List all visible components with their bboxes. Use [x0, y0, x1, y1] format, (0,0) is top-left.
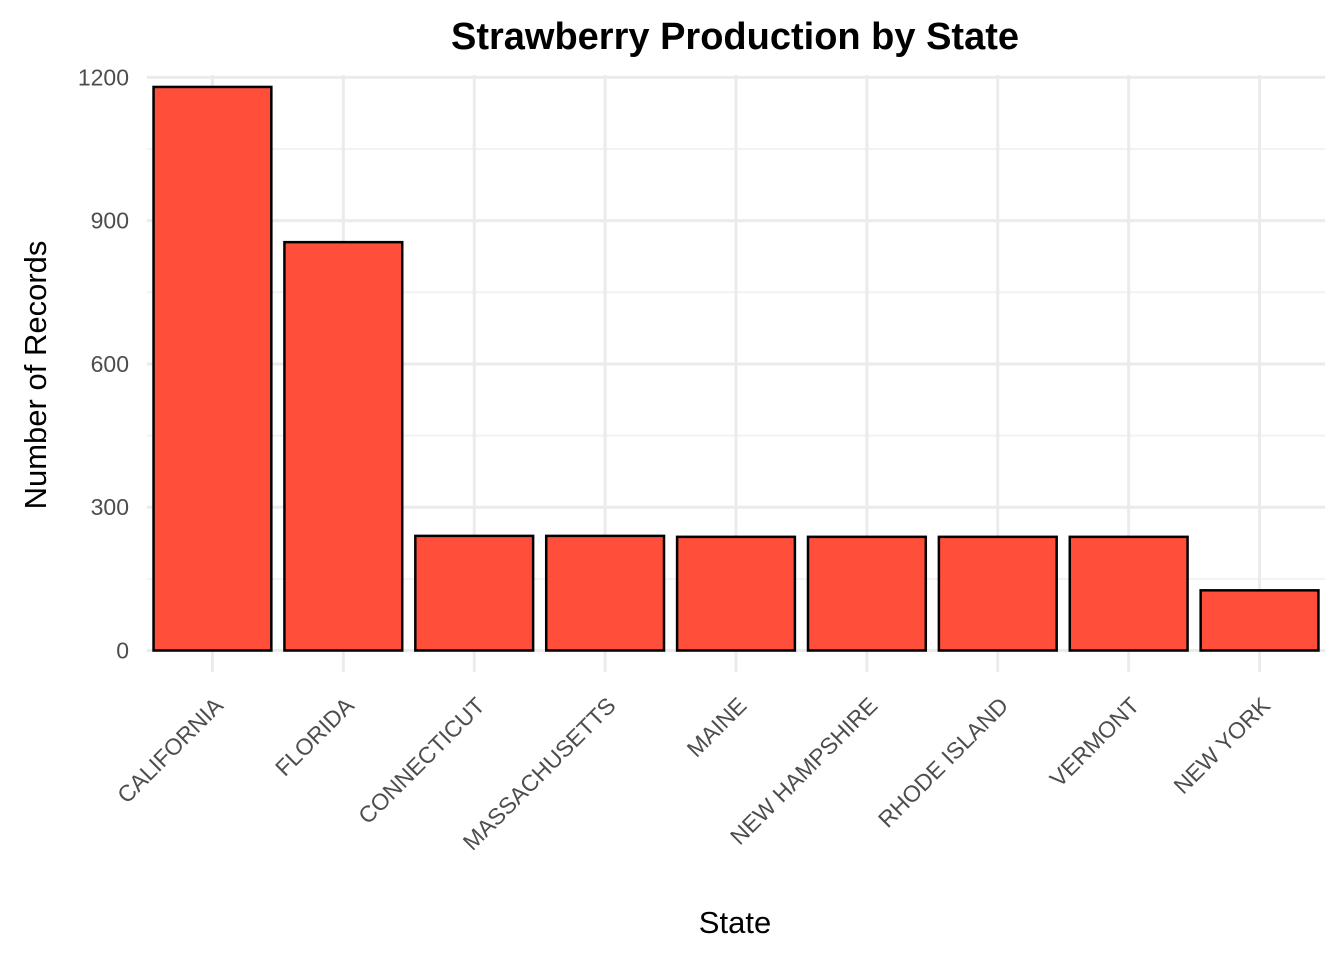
y-axis-title: Number of Records — [18, 241, 53, 510]
y-tick-labels: 0 300 600 900 1200 — [78, 64, 129, 663]
x-tick-label: NEW HAMPSHIRE — [725, 692, 883, 850]
y-tick-label: 1200 — [78, 64, 129, 90]
y-tick-label: 300 — [91, 494, 129, 520]
bar-connecticut — [414, 534, 535, 652]
x-tick-label: RHODE ISLAND — [873, 692, 1013, 832]
y-tick-label: 0 — [116, 638, 129, 664]
bar-new-hampshire — [806, 535, 928, 652]
y-tick-label: 900 — [91, 208, 129, 234]
x-tick-label: MAINE — [682, 692, 752, 762]
bar-massachusetts — [544, 534, 666, 652]
x-tick-labels: CALIFORNIA FLORIDACONNECTICUTMASSACHUSETT… — [112, 692, 1276, 855]
x-tick-label: FLORIDA — [270, 692, 359, 781]
x-axis-title: State — [699, 905, 771, 940]
bar-vermont — [1068, 535, 1189, 652]
bars — [152, 85, 1320, 652]
x-tick-label: CALIFORNIA — [112, 692, 228, 808]
chart-title: Strawberry Production by State — [451, 16, 1019, 58]
x-tick-label: VERMONT — [1045, 692, 1145, 792]
x-tick-label: NEW YORK — [1168, 692, 1275, 799]
y-tick-label: 600 — [91, 351, 129, 377]
bar-california — [152, 85, 273, 652]
bar-florida — [283, 240, 404, 652]
bar-new-york — [1199, 589, 1320, 652]
x-tick-label: CONNECTICUT — [353, 692, 490, 829]
bar-maine — [675, 535, 797, 652]
bar-rhode-island — [937, 535, 1058, 652]
